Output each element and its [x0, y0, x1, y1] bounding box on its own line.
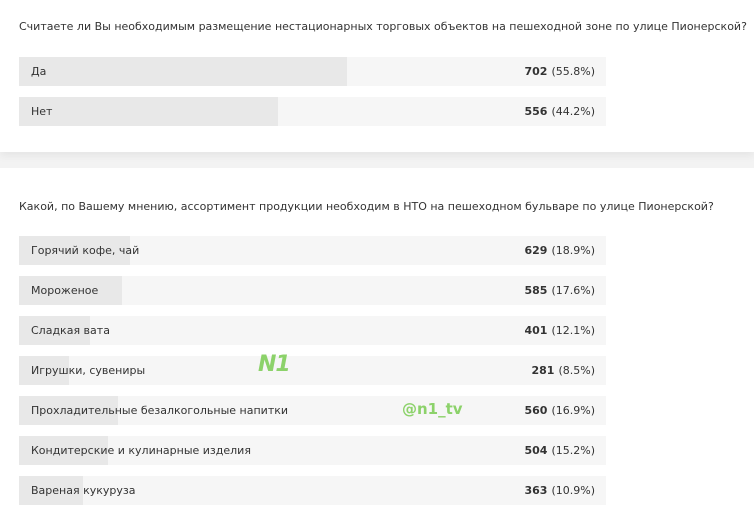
vote-percent: (55.8%) — [551, 65, 595, 78]
question: Считаете ли Вы необходимым размещение не… — [19, 20, 747, 33]
result-bar — [19, 396, 119, 425]
result-bar — [19, 57, 347, 86]
vote-count: 504 — [524, 444, 548, 457]
vote-percent: (16.9%) — [551, 404, 595, 417]
vote-percent: (44.2%) — [551, 105, 595, 118]
option-label: Прохладительные безалкогольные напитки — [31, 404, 289, 417]
option-row: Игрушки, сувениры 281 (8.5%) — [19, 356, 606, 385]
question: Какой, по Вашему мнению, ассортимент про… — [19, 200, 714, 213]
vote-count: 281 — [531, 364, 555, 377]
vote-count: 629 — [524, 244, 548, 257]
watermark-handle: @n1_tv — [402, 400, 463, 418]
option-result: 363 (10.9%) — [525, 476, 596, 505]
vote-count: 556 — [524, 105, 548, 118]
option-result: 281 (8.5%) — [532, 356, 596, 385]
result-bar — [19, 276, 123, 305]
option-row: Прохладительные безалкогольные напитки 56… — [19, 396, 606, 425]
result-bar — [19, 97, 279, 126]
option-row: Кондитерские и кулинарные изделия 504 (15.… — [19, 436, 606, 465]
vote-percent: (15.2%) — [551, 444, 595, 457]
watermark-logo: N1 — [258, 352, 291, 377]
vote-percent: (17.6%) — [551, 284, 595, 297]
option-result: 629 (18.9%) — [525, 236, 596, 265]
option-result: 702 (55.8%) — [525, 57, 596, 86]
vote-percent: (10.9%) — [551, 484, 595, 497]
vote-count: 702 — [524, 65, 548, 78]
vote-count: 363 — [524, 484, 548, 497]
vote-percent: (8.5%) — [558, 364, 595, 377]
option-result: 401 (12.1%) — [525, 316, 596, 345]
option-label: Нет — [31, 105, 53, 118]
option-label: Игрушки, сувениры — [31, 364, 146, 377]
result-bar — [19, 436, 109, 465]
option-label: Мороженое — [31, 284, 99, 297]
vote-percent: (12.1%) — [551, 324, 595, 337]
option-result: 556 (44.2%) — [525, 97, 596, 126]
option-row: Горячий кофе, чай 629 (18.9%) — [19, 236, 606, 265]
option-label: Да — [31, 65, 47, 78]
vote-count: 585 — [524, 284, 548, 297]
option-row: Вареная кукуруза 363 (10.9%) — [19, 476, 606, 505]
vote-percent: (18.9%) — [551, 244, 595, 257]
option-label: Сладкая вата — [31, 324, 110, 337]
option-label: Кондитерские и кулинарные изделия — [31, 444, 251, 457]
option-row: Мороженое 585 (17.6%) — [19, 276, 606, 305]
option-result: 585 (17.6%) — [525, 276, 596, 305]
option-row: Да 702 (55.8%) — [19, 57, 606, 86]
option-row: Нет 556 (44.2%) — [19, 97, 606, 126]
option-label: Горячий кофе, чай — [31, 244, 140, 257]
result-bar — [19, 356, 69, 385]
poll-card — [0, 168, 754, 525]
option-result: 560 (16.9%) — [525, 396, 596, 425]
result-bar — [19, 236, 130, 265]
result-bar — [19, 476, 83, 505]
result-bar — [19, 316, 91, 345]
option-row: Сладкая вата 401 (12.1%) — [19, 316, 606, 345]
option-result: 504 (15.2%) — [525, 436, 596, 465]
vote-count: 560 — [524, 404, 548, 417]
option-label: Вареная кукуруза — [31, 484, 136, 497]
vote-count: 401 — [524, 324, 548, 337]
